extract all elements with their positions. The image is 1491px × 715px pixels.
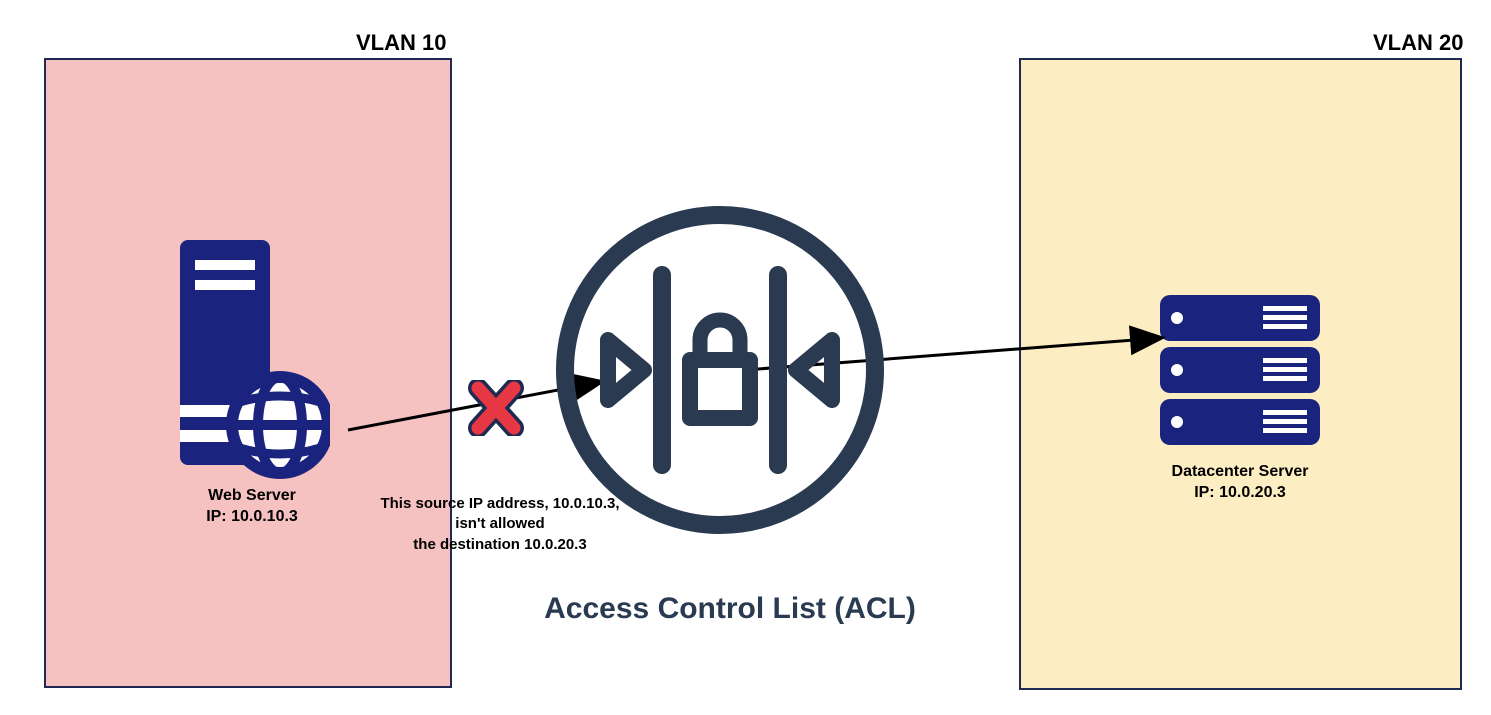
acl-title: Access Control List (ACL) [480, 592, 980, 626]
block-msg-line1: This source IP address, 10.0.10.3, [380, 495, 619, 512]
block-msg-line2: isn't allowed [455, 515, 544, 532]
block-message: This source IP address, 10.0.10.3, isn't… [360, 494, 640, 555]
block-x-icon [468, 380, 524, 436]
acl-firewall-icon [550, 200, 890, 540]
block-msg-line3: the destination 10.0.20.3 [413, 536, 586, 553]
